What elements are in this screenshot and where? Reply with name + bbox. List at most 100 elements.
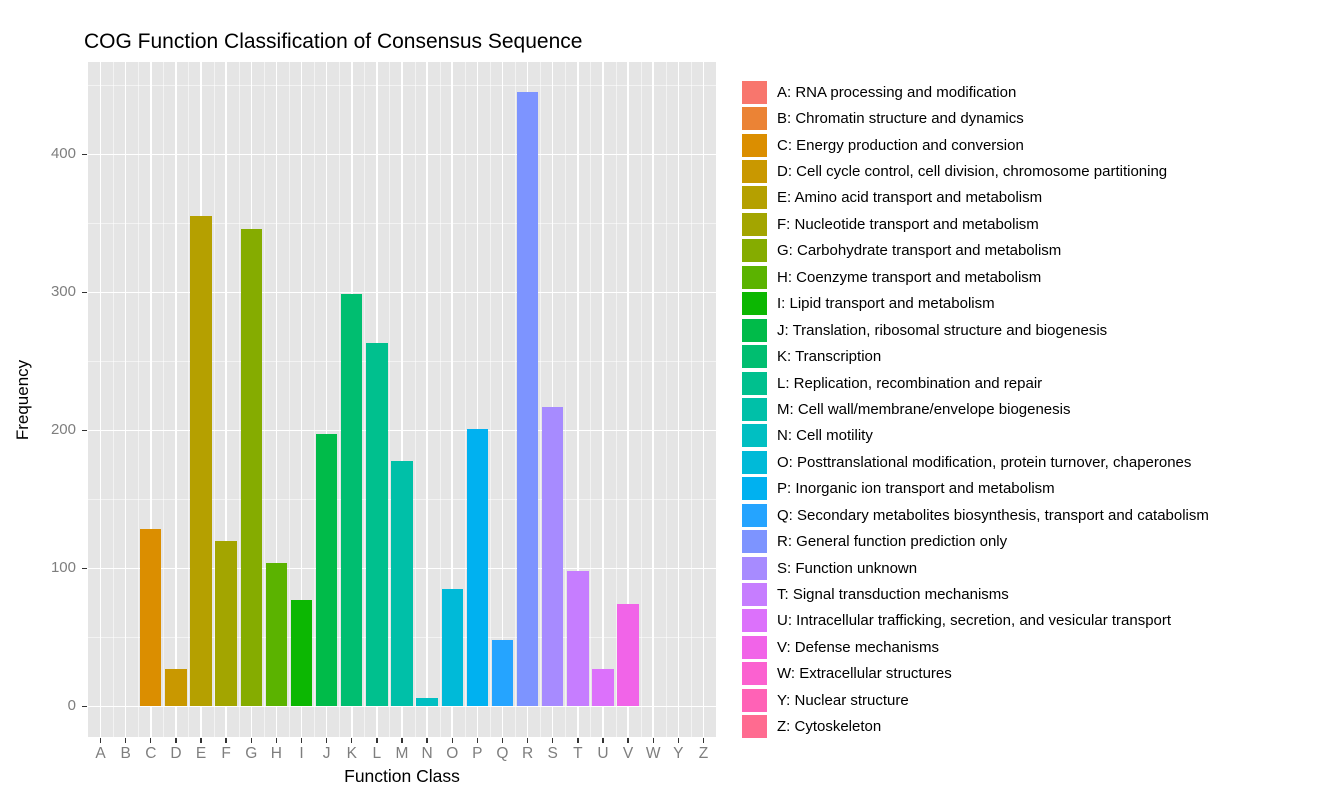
x-tick-mark bbox=[602, 738, 604, 743]
legend-swatch-H bbox=[742, 265, 767, 289]
gridline-x-minor bbox=[464, 62, 466, 737]
legend-label-N: N: Cell motility bbox=[777, 427, 873, 445]
legend-swatch-D bbox=[742, 160, 767, 184]
y-tick-label: 200 bbox=[50, 421, 76, 439]
x-tick-label-C: C bbox=[145, 745, 157, 762]
x-tick-mark bbox=[652, 738, 654, 743]
legend-swatch-M bbox=[742, 397, 767, 421]
legend-label-Y: Y: Nuclear structure bbox=[777, 691, 909, 709]
gridline-x-minor bbox=[515, 62, 517, 737]
gridline-x-major bbox=[99, 62, 102, 737]
x-tick-label-E: E bbox=[195, 745, 207, 762]
bar-S bbox=[542, 406, 564, 706]
legend-label-A: A: RNA processing and modification bbox=[777, 83, 1017, 101]
x-tick-mark bbox=[225, 738, 227, 743]
x-tick-label-S: S bbox=[547, 745, 558, 762]
legend-item-R: R: General function prediction only bbox=[742, 528, 1209, 554]
legend-item-Z: Z: Cytoskeleton bbox=[742, 714, 1209, 740]
x-tick-label-K: K bbox=[346, 745, 357, 762]
legend-swatch-Y bbox=[742, 688, 767, 712]
legend-label-M: M: Cell wall/membrane/envelope biogenesi… bbox=[777, 400, 1071, 418]
legend-label-K: K: Transcription bbox=[777, 348, 882, 366]
x-tick-mark bbox=[250, 738, 252, 743]
gridline-x-minor bbox=[163, 62, 165, 737]
legend-swatch-E bbox=[742, 186, 767, 210]
gridline-x-major bbox=[175, 62, 177, 737]
bar-C bbox=[140, 529, 162, 706]
legend-item-U: U: Intracellular trafficking, secretion,… bbox=[742, 608, 1209, 634]
legend-label-D: D: Cell cycle control, cell division, ch… bbox=[777, 163, 1168, 181]
bar-P bbox=[466, 428, 489, 706]
legend-label-T: T: Signal transduction mechanisms bbox=[777, 586, 1009, 604]
plot-panel bbox=[88, 62, 716, 737]
legend-label-H: H: Coenzyme transport and metabolism bbox=[777, 268, 1042, 286]
legend-swatch-Z bbox=[742, 715, 767, 739]
x-tick-mark bbox=[351, 738, 353, 743]
legend-swatch-O bbox=[742, 450, 767, 474]
y-tick-mark bbox=[82, 567, 87, 569]
x-tick-label-T: T bbox=[573, 745, 583, 762]
gridline-x-minor bbox=[489, 62, 491, 737]
x-tick-mark bbox=[677, 738, 679, 743]
legend-label-V: V: Defense mechanisms bbox=[777, 638, 940, 656]
y-tick-mark bbox=[82, 705, 87, 707]
x-tick-label-Z: Z bbox=[698, 745, 709, 762]
legend-swatch-P bbox=[742, 477, 767, 501]
x-tick-label-V: V bbox=[622, 745, 634, 762]
legend-label-Q: Q: Secondary metabolites biosynthesis, t… bbox=[777, 506, 1209, 524]
gridline-x-major bbox=[275, 62, 278, 737]
gridline-x-major bbox=[627, 62, 629, 737]
legend-item-A: A: RNA processing and modification bbox=[742, 79, 1209, 105]
x-tick-mark bbox=[99, 738, 102, 743]
legend-item-N: N: Cell motility bbox=[742, 423, 1209, 449]
x-tick-mark bbox=[124, 738, 127, 743]
bar-F bbox=[215, 540, 237, 706]
chart-title: COG Function Classification of Consensus… bbox=[84, 30, 583, 53]
bar-J bbox=[315, 434, 338, 706]
x-tick-label-D: D bbox=[170, 745, 182, 762]
gridline-x-major bbox=[677, 62, 680, 737]
legend-item-P: P: Inorganic ion transport and metabolis… bbox=[742, 476, 1209, 502]
legend-label-E: E: Amino acid transport and metabolism bbox=[777, 189, 1043, 207]
x-tick-label-O: O bbox=[446, 745, 459, 762]
bar-U bbox=[592, 668, 614, 706]
bar-E bbox=[190, 216, 212, 706]
x-tick-label-A: A bbox=[95, 745, 106, 762]
x-tick-mark bbox=[501, 738, 504, 743]
legend-swatch-G bbox=[742, 239, 767, 263]
bar-M bbox=[391, 460, 413, 706]
legend-label-U: U: Intracellular trafficking, secretion,… bbox=[777, 612, 1172, 630]
legend-item-H: H: Coenzyme transport and metabolism bbox=[742, 264, 1209, 290]
legend-swatch-R bbox=[742, 530, 767, 554]
legend-swatch-A bbox=[742, 80, 767, 104]
x-tick-mark bbox=[300, 738, 303, 743]
gridline-x-major bbox=[225, 62, 227, 737]
legend-item-J: J: Translation, ribosomal structure and … bbox=[742, 317, 1209, 343]
gridline-x-minor bbox=[188, 62, 190, 737]
gridline-x-major bbox=[577, 62, 579, 737]
x-tick-mark bbox=[325, 738, 328, 743]
legend-label-B: B: Chromatin structure and dynamics bbox=[777, 110, 1024, 128]
y-tick-label: 300 bbox=[50, 283, 76, 301]
gridline-x-minor bbox=[138, 62, 140, 737]
gridline-x-major bbox=[300, 62, 303, 737]
gridline-x-major bbox=[426, 62, 428, 737]
x-tick-mark bbox=[150, 738, 152, 743]
gridline-x-major bbox=[150, 62, 152, 737]
x-tick-mark bbox=[401, 738, 403, 743]
gridline-x-major bbox=[325, 62, 328, 737]
x-tick-label-I: I bbox=[299, 745, 304, 762]
legend-label-J: J: Translation, ribosomal structure and … bbox=[777, 321, 1108, 339]
x-tick-mark bbox=[426, 738, 428, 743]
x-tick-mark bbox=[702, 738, 705, 743]
legend-label-Z: Z: Cytoskeleton bbox=[777, 718, 882, 736]
legend-swatch-B bbox=[742, 107, 767, 131]
gridline-x-minor bbox=[263, 62, 265, 737]
legend-swatch-F bbox=[742, 212, 767, 236]
legend-item-E: E: Amino acid transport and metabolism bbox=[742, 185, 1209, 211]
gridline-x-minor bbox=[238, 62, 240, 737]
x-tick-label-U: U bbox=[597, 745, 609, 762]
x-tick-label-F: F bbox=[221, 745, 231, 762]
y-tick-label: 400 bbox=[50, 145, 76, 163]
gridline-x-minor bbox=[640, 62, 642, 737]
